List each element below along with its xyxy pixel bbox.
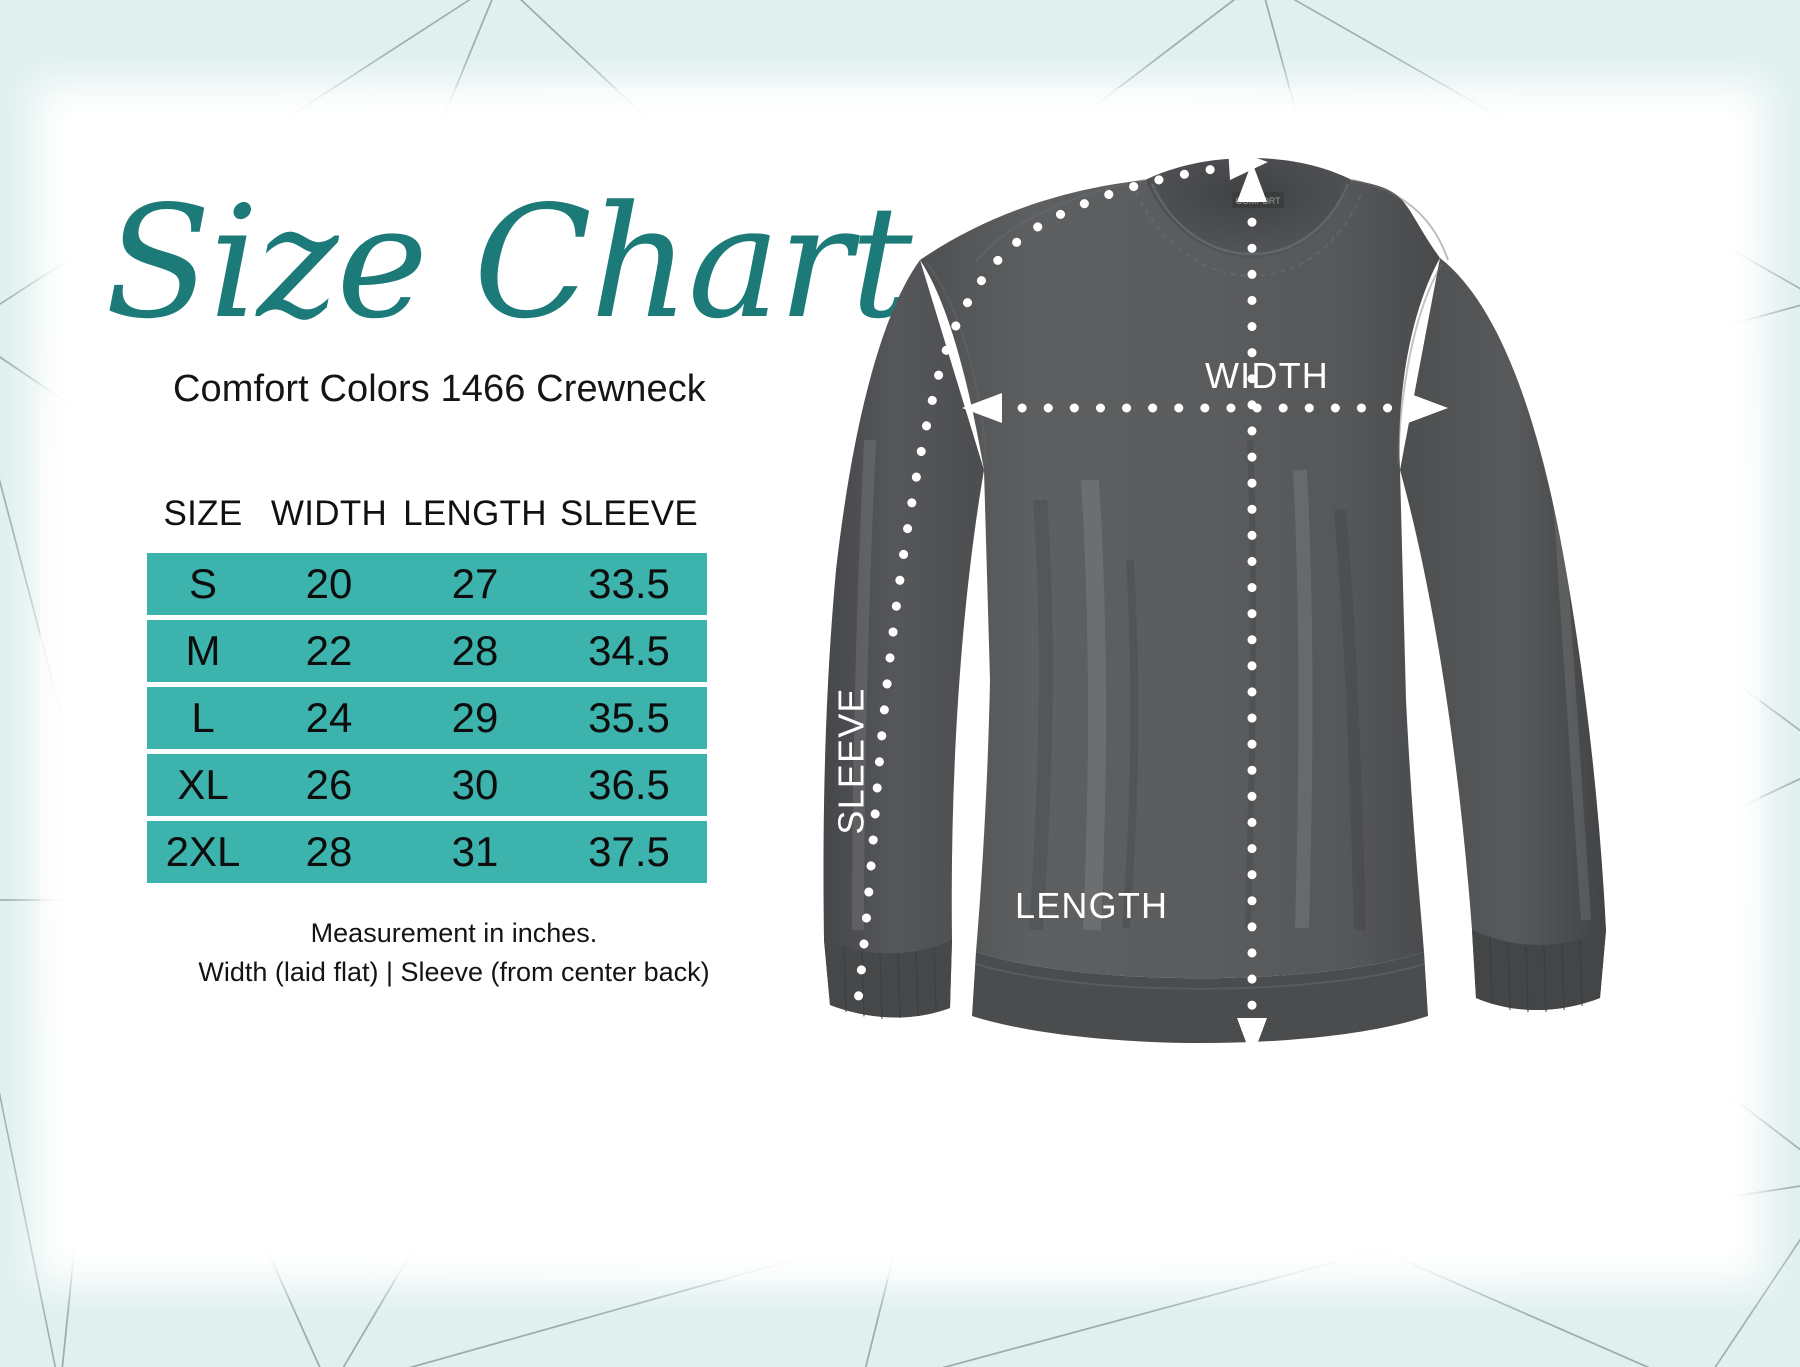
cell-width: 20 (259, 553, 399, 615)
cell-length: 27 (399, 553, 551, 615)
cell-width: 24 (259, 687, 399, 749)
column-header-sleeve: SLEEVE (560, 494, 698, 533)
crewneck-sweatshirt-graphic: COMFORT (823, 148, 1606, 1058)
label-width: WIDTH (1205, 355, 1329, 396)
cell-size: XL (147, 754, 259, 816)
cell-size: L (147, 687, 259, 749)
sleeve-arrow-bottom (838, 1016, 870, 1058)
table-row: L 24 29 35.5 (147, 687, 707, 749)
label-length: LENGTH (1015, 885, 1169, 926)
length-measure-line (1237, 162, 1267, 1058)
size-table-header: SIZE WIDTH LENGTH SLEEVE (147, 494, 707, 548)
cell-sleeve: 35.5 (551, 687, 707, 749)
size-table-wrapper: SIZE WIDTH LENGTH SLEEVE S 20 27 33.5 M (95, 489, 710, 992)
left-cuff-ribs (843, 945, 937, 1020)
measurement-footnote: Measurement in inches. Width (laid flat)… (147, 914, 747, 992)
cell-sleeve: 33.5 (551, 553, 707, 615)
garment-illustration: COMFORT (800, 140, 1700, 1230)
cell-sleeve: 37.5 (551, 821, 707, 883)
right-sleeve (1400, 258, 1606, 1010)
fabric-fold-shading (1029, 439, 1366, 931)
right-cuff (1472, 930, 1606, 1010)
table-row: 2XL 28 31 37.5 (147, 821, 707, 883)
cell-size: M (147, 620, 259, 682)
right-shoulder-seam (1351, 179, 1449, 261)
cell-length: 28 (399, 620, 551, 682)
column-header-width: WIDTH (270, 494, 388, 533)
cell-sleeve: 36.5 (551, 754, 707, 816)
page-subtitle: Comfort Colors 1466 Crewneck (173, 368, 706, 410)
cell-width: 22 (259, 620, 399, 682)
cell-length: 31 (399, 821, 551, 883)
cell-size: S (147, 553, 259, 615)
width-arrow-left (962, 393, 1002, 423)
length-arrow-top (1237, 162, 1267, 202)
column-header-length: LENGTH (403, 494, 547, 533)
sleeve-measure-line (838, 148, 1268, 1058)
table-row: M 22 28 34.5 (147, 620, 707, 682)
table-row: XL 26 30 36.5 (147, 754, 707, 816)
right-armhole-seam (1397, 263, 1443, 465)
left-info-panel: Size Chart Comfort Colors 1466 Crewneck … (95, 172, 913, 992)
cell-width: 26 (259, 754, 399, 816)
sleeve-arrow-top (1228, 148, 1268, 180)
right-cuff-ribs (1489, 935, 1583, 1013)
size-table: SIZE WIDTH LENGTH SLEEVE S 20 27 33.5 M (147, 489, 707, 888)
bottom-hem-band (972, 952, 1428, 1043)
left-armhole-seam (925, 261, 987, 463)
cell-width: 28 (259, 821, 399, 883)
cell-sleeve: 34.5 (551, 620, 707, 682)
width-arrow-right (1408, 393, 1448, 423)
left-shoulder-seam (975, 179, 1146, 263)
size-table-body: S 20 27 33.5 M 22 28 34.5 L 24 29 (147, 553, 707, 883)
hem-seam (975, 963, 1425, 990)
width-measure-line (962, 393, 1448, 423)
column-header-size: SIZE (163, 494, 243, 533)
left-sleeve (823, 260, 984, 1018)
fabric-highlight-shading (852, 439, 1591, 931)
table-header-row: SIZE WIDTH LENGTH SLEEVE (147, 494, 707, 548)
sweatshirt-body (920, 180, 1440, 979)
cell-length: 29 (399, 687, 551, 749)
cell-size: 2XL (147, 821, 259, 883)
cell-length: 30 (399, 754, 551, 816)
length-arrow-bottom (1237, 1018, 1267, 1058)
label-sleeve: SLEEVE (830, 687, 872, 835)
page-title: Size Chart (105, 172, 913, 353)
footnote-line-units: Measurement in inches. (310, 918, 598, 948)
footnote-line-method: Width (laid flat) | Sleeve (from center … (198, 957, 710, 988)
table-row: S 20 27 33.5 (147, 553, 707, 615)
collar-seam (1150, 183, 1350, 256)
